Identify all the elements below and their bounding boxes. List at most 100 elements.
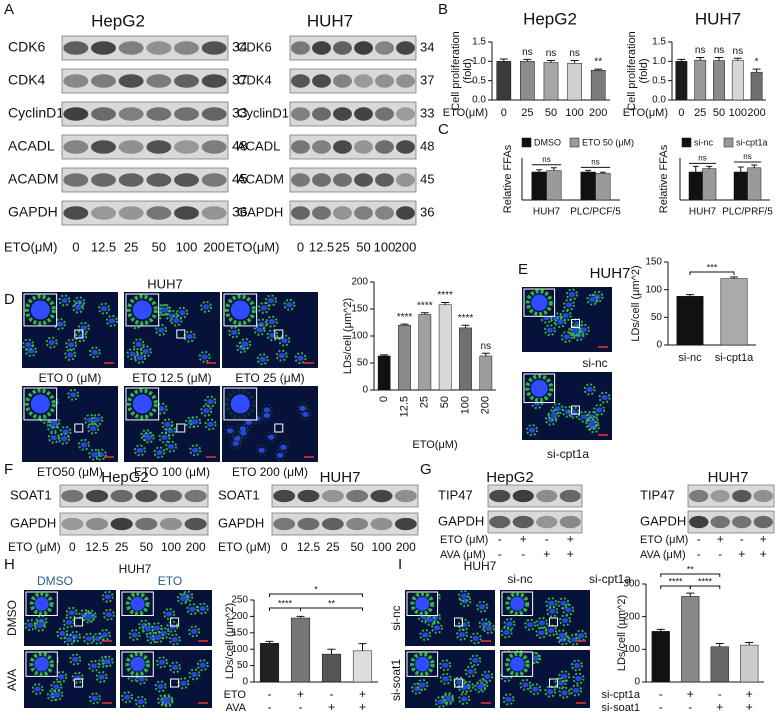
lipid-droplets: [569, 324, 582, 337]
selection-box: [274, 423, 284, 433]
lipid-droplets: [88, 692, 101, 705]
nucleus: [506, 621, 513, 627]
nucleus: [256, 327, 263, 333]
nucleus: [547, 417, 555, 423]
sign: -: [659, 687, 663, 701]
significance: ns: [546, 48, 557, 59]
blot-band: [201, 173, 227, 187]
lipid-droplets: [135, 672, 148, 685]
panel-letter: C: [438, 121, 449, 138]
lipid-droplets: [62, 616, 75, 629]
inset-nucleus: [130, 656, 145, 672]
inset-droplets: [505, 651, 530, 677]
nucleus: [564, 409, 572, 415]
blot-band: [159, 489, 183, 503]
lipid-droplets: [519, 678, 532, 691]
lipid-droplets: [458, 692, 471, 705]
sig-bracket: [269, 607, 301, 611]
sign: +: [359, 687, 366, 701]
lipid-droplets: [228, 326, 241, 339]
lipid-droplets: [500, 626, 513, 639]
blot-band: [710, 515, 730, 529]
error-bar: [692, 165, 699, 172]
protein-label: TIP47: [640, 487, 675, 502]
lipid-droplets: [229, 437, 242, 450]
blot-band: [118, 74, 144, 88]
lipid-droplets: [73, 296, 86, 309]
lipid-droplets: [47, 431, 60, 444]
blot-band: [333, 41, 352, 55]
inset-nucleus: [30, 300, 50, 320]
row-label: si-soat1: [389, 659, 403, 701]
blot-strip: [487, 484, 583, 508]
nucleus: [108, 318, 116, 324]
size-label: 37: [420, 72, 434, 87]
blot-band: [396, 107, 415, 121]
blot-band: [135, 517, 158, 531]
blot-band: [63, 41, 89, 55]
sign: -: [498, 547, 502, 561]
protein-label: ACADL: [8, 138, 55, 154]
lipid-droplets: [161, 693, 174, 706]
nucleus: [167, 443, 175, 450]
lipid-droplets: [417, 610, 430, 623]
error-bar: [441, 302, 450, 305]
lipid-droplets: [294, 352, 307, 365]
nucleus: [61, 297, 68, 304]
significance: ns: [743, 152, 751, 161]
lipid-droplets: [572, 672, 585, 685]
blot-band: [291, 140, 310, 154]
dose-label: 200: [203, 239, 225, 254]
bar: [546, 170, 562, 201]
significance: ****: [397, 312, 413, 323]
blot-band: [146, 173, 172, 187]
row-label: DMSO: [5, 600, 19, 636]
nucleus: [54, 692, 61, 698]
lipid-droplets: [419, 628, 432, 641]
lipid-droplets: [572, 329, 585, 342]
nucleus: [547, 689, 554, 695]
dose-label: 12.5: [309, 239, 334, 254]
lipid-droplets: [283, 298, 296, 311]
inset-droplets: [24, 294, 56, 326]
bar: [694, 59, 707, 101]
lipid-droplets: [416, 679, 429, 692]
sign: +: [297, 687, 304, 701]
lipid-droplets: [22, 338, 35, 351]
treatment-label: ETO(μM): [226, 239, 279, 254]
y-axis-label: LDs/cell (μm^2): [342, 298, 354, 374]
bar: [595, 173, 611, 201]
nucleus: [505, 696, 512, 702]
lipid-droplets: [275, 349, 288, 362]
y-tick-label: 1.0: [472, 56, 486, 67]
lipid-droplets: [155, 402, 168, 415]
lipid-droplets: [200, 300, 213, 313]
blot-band: [536, 489, 558, 503]
lipid-droplets: [461, 680, 474, 693]
protein-label: SOAT1: [10, 487, 52, 502]
nucleus: [267, 297, 275, 304]
lipid-droplets: [24, 344, 37, 357]
nucleus: [548, 600, 555, 606]
selection-box: [74, 329, 84, 339]
nucleus: [574, 321, 581, 327]
nucleus: [56, 321, 64, 327]
y-tick-label: 100: [623, 644, 640, 655]
blot-band: [489, 489, 511, 503]
blot-band: [512, 489, 534, 503]
nucleus: [34, 686, 41, 692]
nucleus: [485, 625, 493, 631]
nucleus: [267, 434, 275, 440]
nucleus: [546, 327, 554, 333]
image-label: ETO 0 (μM): [39, 371, 102, 385]
blot-band: [291, 74, 310, 88]
nucleus: [104, 658, 111, 665]
blot-band: [297, 517, 320, 531]
row-label: AVA: [5, 669, 19, 691]
lipid-droplets: [139, 345, 152, 358]
blot-strip: [289, 200, 417, 226]
y-tick-label: 1.0: [652, 56, 666, 67]
y-tick-label: 50: [651, 312, 663, 323]
error-bar: [499, 58, 508, 62]
sign: -: [268, 700, 272, 714]
